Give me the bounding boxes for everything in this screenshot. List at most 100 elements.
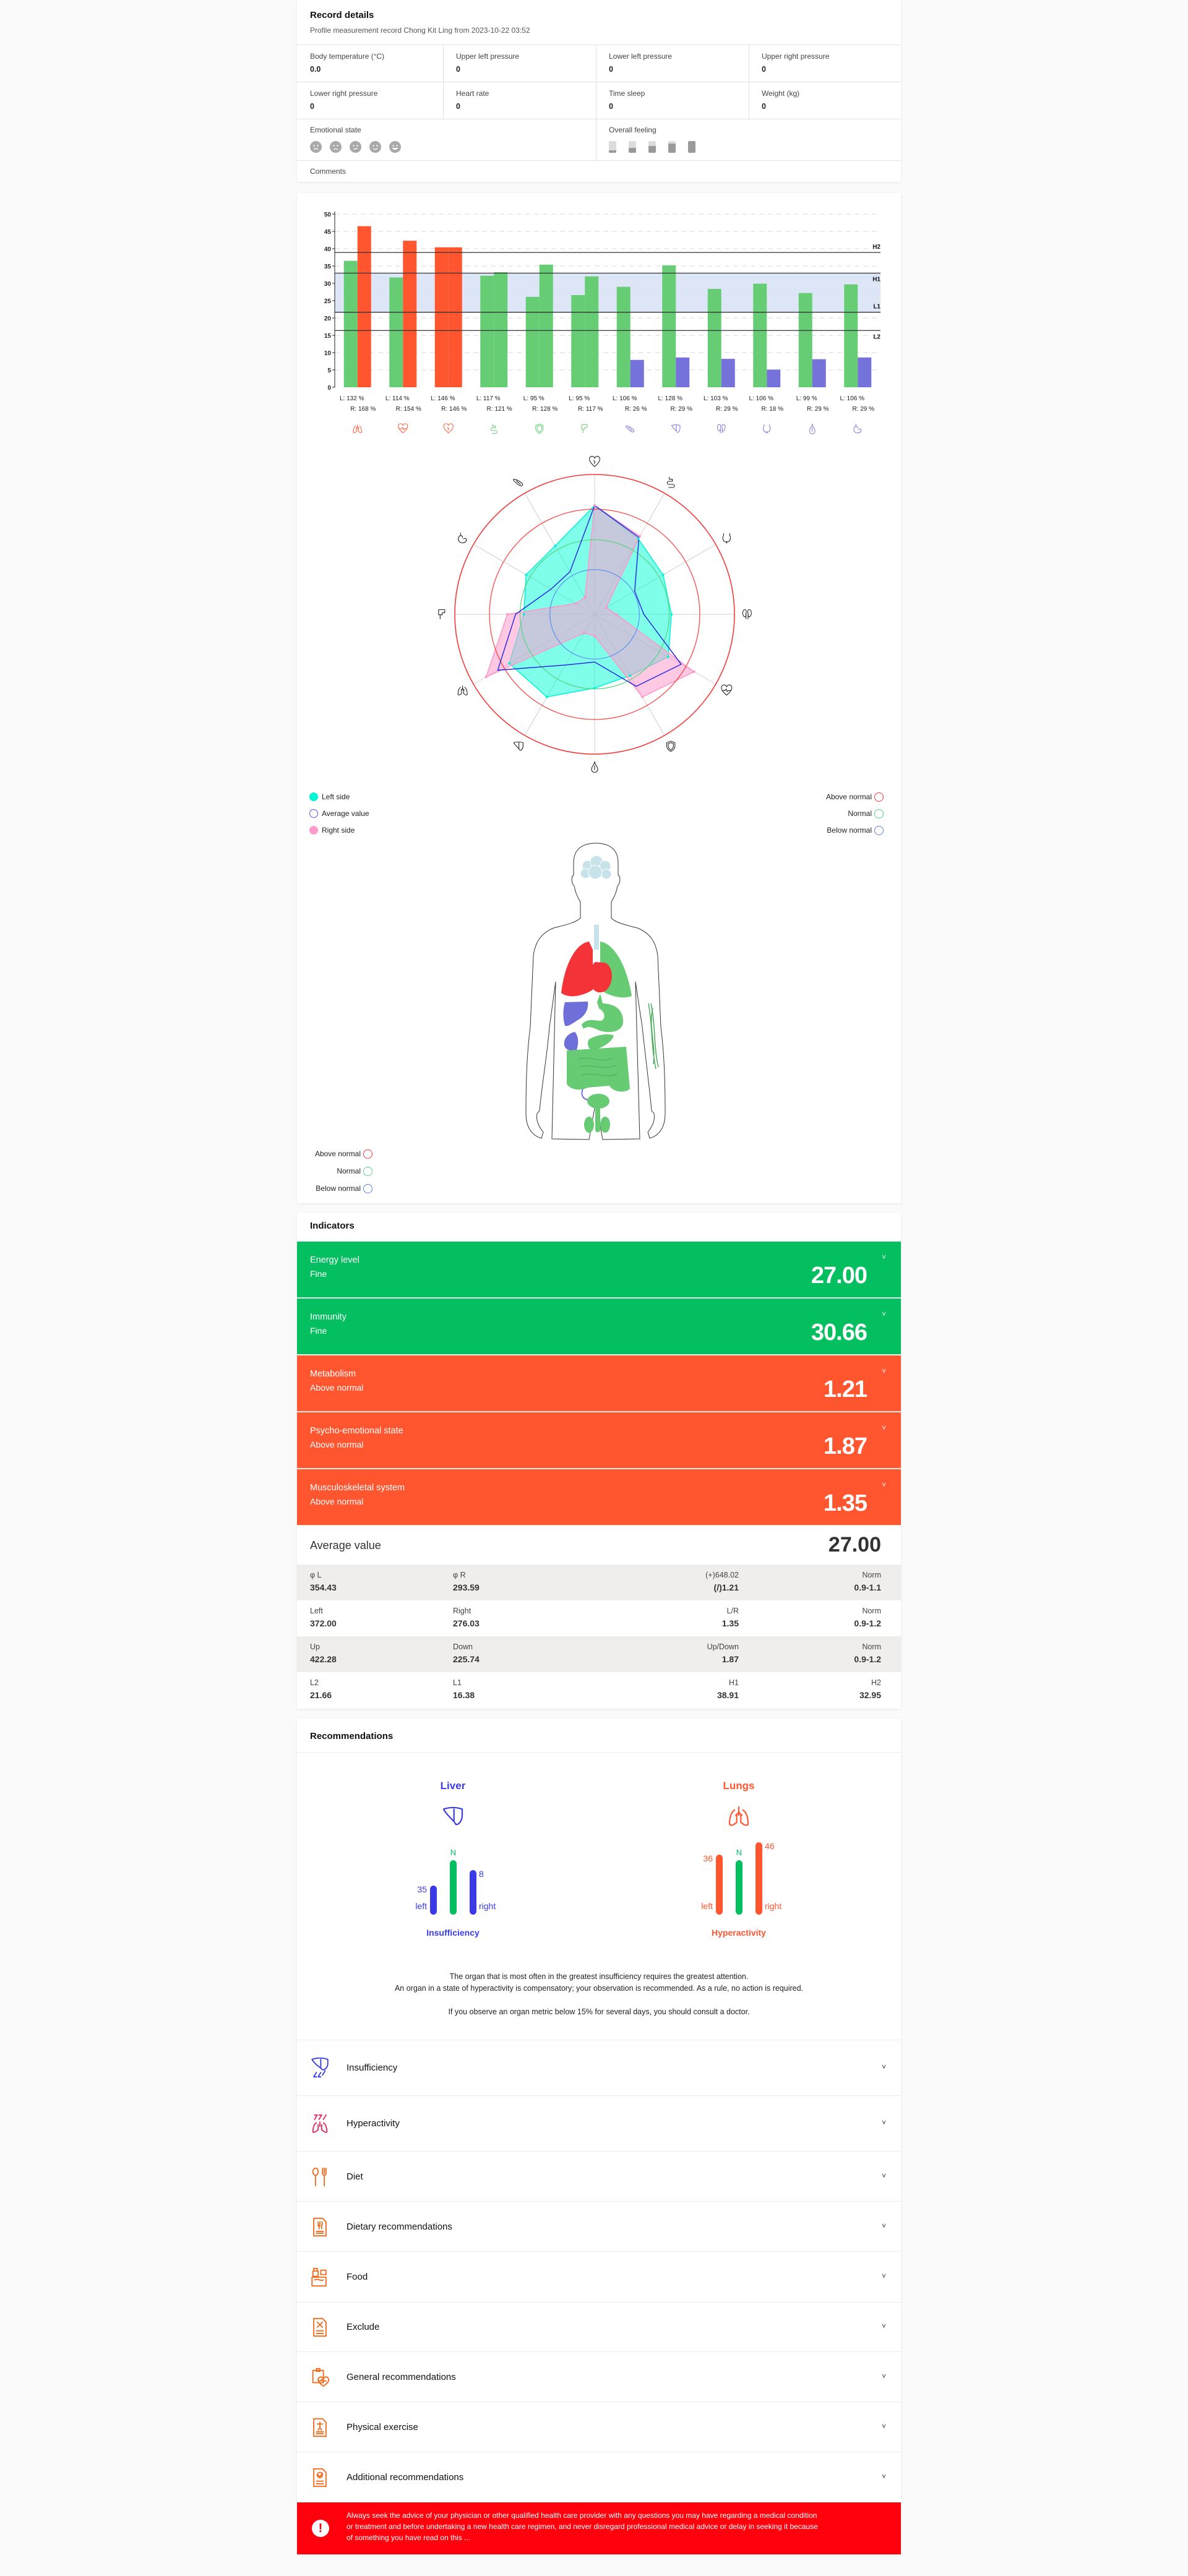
stats-label: φ R <box>453 1571 466 1579</box>
chevron-down-icon[interactable]: ˅ <box>881 1423 886 1432</box>
very-sad-face-icon[interactable] <box>310 141 322 153</box>
stats-label: Norm <box>862 1571 881 1579</box>
stats-value: 32.95 <box>859 1690 881 1700</box>
radar-point <box>506 613 509 616</box>
chevron-down-icon[interactable]: ˅ <box>881 2322 886 2330</box>
chevron-down-icon[interactable]: ˅ <box>881 1253 886 1261</box>
legend-label: Below normal <box>316 1184 361 1193</box>
legend-label: Above normal <box>825 792 872 801</box>
smile-face-icon[interactable] <box>369 141 381 153</box>
indicator-value: 27.00 <box>811 1263 867 1289</box>
shield-icon <box>535 424 544 434</box>
feeling-battery-icon[interactable] <box>668 141 676 153</box>
gallbladder-icon <box>591 761 598 773</box>
bar-left <box>798 293 812 387</box>
stats-row: φ L 354.43 φ R 293.59 (+)648.02 (/)1.21 Norm 0.… <box>297 1565 901 1600</box>
left-label: left <box>701 1901 713 1911</box>
neutral-face-icon[interactable] <box>350 141 361 153</box>
chevron-down-icon[interactable]: ˅ <box>881 2421 886 2431</box>
accordion-dietary-recommendations[interactable]: Dietary recommendations ˅ <box>297 2201 901 2251</box>
field-label: Heart rate <box>456 89 489 98</box>
chevron-down-icon[interactable]: ˅ <box>881 2371 886 2381</box>
bar-right <box>539 264 553 387</box>
indicator-row[interactable]: Energy level Fine 27.00 ˅ <box>297 1242 901 1298</box>
legend-label: Normal <box>848 809 872 818</box>
bar-right <box>812 359 826 387</box>
chevron-down-icon[interactable]: ˅ <box>881 2221 886 2230</box>
accordion-insufficiency[interactable]: Insufficiency ˅ <box>297 2040 901 2095</box>
pancreas-icon <box>513 479 523 487</box>
stats-cell: Up/Down 1.87 <box>707 1642 739 1664</box>
indicator-row[interactable]: Immunity Fine 30.66 ˅ <box>297 1299 901 1355</box>
sad-face-icon[interactable] <box>330 141 342 153</box>
legend-item: Average value <box>309 809 369 818</box>
indicator-row[interactable]: Psycho-emotional state Above normal 1.87 ˅ <box>297 1412 901 1469</box>
stats-label: Up <box>310 1642 320 1651</box>
accordion-food[interactable]: Food ˅ <box>297 2251 901 2302</box>
indicator-row[interactable]: Metabolism Above normal 1.21 ˅ <box>297 1355 901 1412</box>
radar-point <box>666 655 669 658</box>
indicator-name: Energy level <box>310 1255 359 1265</box>
bar-right-label: R: 29 % <box>716 406 738 413</box>
accordion-label: Physical exercise <box>346 2421 418 2432</box>
chevron-down-icon[interactable]: ˅ <box>881 2118 886 2127</box>
y-tick-label: 35 <box>324 264 332 270</box>
recommendations-card: Recommendations Liver 35 left N 8 right Insuff… <box>297 1719 901 2554</box>
happy-face-icon[interactable] <box>389 141 401 153</box>
feeling-battery-icon[interactable] <box>629 141 636 153</box>
indicator-row[interactable]: Musculoskeletal system Above normal 1.35 ˅ <box>297 1469 901 1526</box>
chevron-down-icon[interactable]: ˅ <box>881 2272 886 2280</box>
note-2: An organ in a state of hyperactivity is … <box>394 1984 804 1993</box>
reference-label: H2 <box>872 244 880 251</box>
radar-point <box>605 606 608 609</box>
accordion-exclude[interactable]: Exclude ˅ <box>297 2302 901 2351</box>
feeling-battery-icon[interactable] <box>688 141 695 153</box>
indicator-status: Above normal <box>310 1440 364 1449</box>
radar-point <box>641 695 644 698</box>
stats-value: 1.87 <box>721 1654 739 1664</box>
accordion-additional-recommendations[interactable]: Additional recommendations ˅ <box>297 2452 901 2502</box>
brain <box>580 855 612 880</box>
bar-left-label: L: 117 % <box>476 395 501 402</box>
stomach-icon <box>853 424 862 434</box>
chevron-down-icon[interactable]: ˅ <box>881 2472 886 2481</box>
feeling-battery-icon[interactable] <box>648 141 656 153</box>
chevron-down-icon[interactable]: ˅ <box>881 1480 886 1489</box>
stats-cell: Left 372.00 <box>310 1607 337 1628</box>
stats-cell: Down 225.74 <box>453 1642 480 1664</box>
accordion-hyperactivity[interactable]: Hyperactivity ˅ <box>297 2095 901 2151</box>
stats-label: L1 <box>453 1678 462 1687</box>
bar-right-label: R: 121 % <box>487 406 512 413</box>
stats-label: Norm <box>862 1607 881 1615</box>
feeling-battery-icon[interactable] <box>609 141 616 153</box>
left-value: 35 <box>417 1884 427 1894</box>
chevron-down-icon[interactable]: ˅ <box>881 2171 886 2180</box>
field-value: 0.0 <box>310 65 321 74</box>
accordion-diet[interactable]: Diet ˅ <box>297 2151 901 2201</box>
bar-right <box>721 359 735 387</box>
bar-left-label: L: 114 % <box>385 395 410 402</box>
overall-feeling-label: Overall feeling <box>609 126 656 134</box>
legend-swatch <box>309 792 318 801</box>
accordion-physical-exercise[interactable]: Physical exercise ˅ <box>297 2402 901 2452</box>
stats-label: Up/Down <box>707 1642 739 1651</box>
kidneys-icon <box>742 609 752 620</box>
accordion-general-recommendations[interactable]: General recommendations ˅ <box>297 2351 901 2402</box>
indicator-value: 30.66 <box>811 1320 867 1346</box>
accordion-label: Dietary recommendations <box>346 2221 452 2232</box>
stats-value: 276.03 <box>453 1618 480 1628</box>
y-tick-label: 5 <box>327 367 331 374</box>
bar-right <box>676 357 690 387</box>
stats-value: 0.9-1.1 <box>854 1582 881 1592</box>
chevron-down-icon[interactable]: ˅ <box>881 1367 886 1375</box>
record-details-card: Record details Profile measurement recor… <box>297 0 901 182</box>
record-field: Body temperature (°C) 0.0 <box>310 52 384 74</box>
indicator-value: 1.21 <box>824 1376 867 1402</box>
chevron-down-icon[interactable]: ˅ <box>881 2063 886 2071</box>
bar-left-label: L: 128 % <box>658 395 683 402</box>
radar-ring-below-normal <box>549 569 640 660</box>
arm-muscle <box>648 1003 659 1070</box>
shield-icon <box>666 741 676 752</box>
chevron-down-icon[interactable]: ˅ <box>881 1310 886 1318</box>
y-tick-label: 15 <box>324 333 332 340</box>
